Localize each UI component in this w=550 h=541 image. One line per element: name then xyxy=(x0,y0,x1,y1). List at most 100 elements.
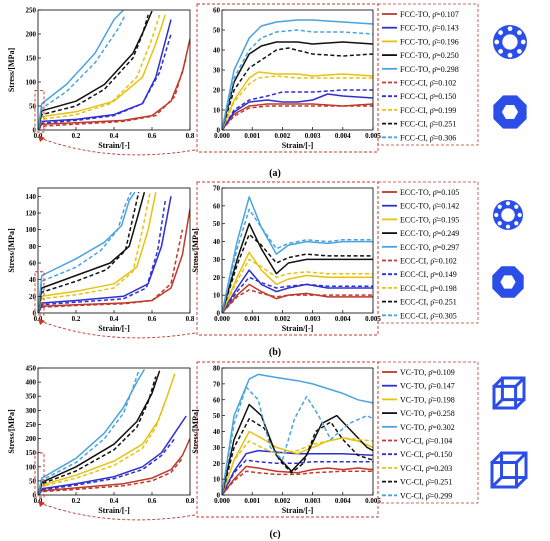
y-tick-label: 70 xyxy=(213,185,221,193)
y-tick-label: 30 xyxy=(213,67,221,75)
zoom-source-box xyxy=(34,89,45,133)
x-tick-label: 0.6 xyxy=(148,315,157,323)
x-axis-label: Strain/[-] xyxy=(98,141,130,150)
node-pore xyxy=(514,204,519,209)
series-group xyxy=(38,191,190,313)
legend-entry-3: FCC-TO, ρ̄=0.196 xyxy=(382,37,459,46)
series-line-10 xyxy=(222,386,373,495)
fcc-ci-model-icon xyxy=(493,95,527,129)
x-tick-label: 0.4 xyxy=(110,315,119,323)
y-tick-label: 30 xyxy=(213,444,221,452)
legend-label: ECC-TO, ρ̄=0.195 xyxy=(400,215,459,224)
y-tick-label: 250 xyxy=(26,421,37,429)
series-line-9 xyxy=(38,14,149,130)
legend-entry-10: VC-CI, ρ̄=0.299 xyxy=(382,491,452,500)
y-tick-label: 80 xyxy=(29,243,37,251)
legend-entry-8: VC-CI, ρ̄=0.203 xyxy=(382,464,452,473)
series-line-10 xyxy=(38,370,140,495)
x-tick-label: 0.2 xyxy=(72,315,81,323)
unit-cell-models xyxy=(490,25,528,489)
series-line-8 xyxy=(38,192,151,313)
series-line-5 xyxy=(222,196,373,313)
zoom-target-box xyxy=(196,181,379,336)
cube-edge xyxy=(514,376,526,388)
zoom-arrow xyxy=(39,320,196,339)
legend-box xyxy=(377,181,479,324)
x-axis-label: Strain/[-] xyxy=(282,506,314,515)
legend-entry-7: FCC-CI, ρ̄=0.150 xyxy=(382,92,456,101)
models-layer xyxy=(490,25,528,489)
series-line-6 xyxy=(222,470,373,495)
legend-label: FCC-TO, ρ̄=0.250 xyxy=(400,51,459,60)
cube-edge xyxy=(490,476,503,489)
series-line-5 xyxy=(38,10,125,130)
series-line-7 xyxy=(222,89,373,130)
series-line-1 xyxy=(38,38,190,130)
legend-label: VC-TO, ρ̄=0.258 xyxy=(400,409,455,418)
legend-label: FCC-TO, ρ̄=0.143 xyxy=(400,24,459,33)
series-line-6 xyxy=(222,289,373,313)
x-tick-label: 0.2 xyxy=(72,497,81,505)
chart-panel-a-zoom: 0.000 0.001 0.002 0.003 0.004 0.005 0 10 20 30 40 5… xyxy=(213,7,381,151)
x-tick-label: 0.0 xyxy=(34,497,43,505)
series-line-8 xyxy=(222,75,373,130)
series-line-1 xyxy=(38,438,190,495)
x-tick-label: 0.8 xyxy=(186,497,195,505)
zoom-arrowhead xyxy=(38,318,45,325)
legend-entry-4: VC-TO, ρ̄=0.258 xyxy=(382,409,455,418)
x-tick-label: 0.000 xyxy=(214,497,230,505)
legend-label: ECC-CI, ρ̄=0.102 xyxy=(400,257,457,266)
series-line-1 xyxy=(222,465,373,495)
legend-label: FCC-TO, ρ̄=0.107 xyxy=(400,10,459,19)
y-tick-label: 60 xyxy=(213,7,221,15)
x-tick-label: 0.002 xyxy=(275,497,291,505)
y-tick-label: 100 xyxy=(26,463,37,471)
legend-entry-4: FCC-TO, ρ̄=0.250 xyxy=(382,51,459,60)
y-tick-label: 0 xyxy=(33,310,37,318)
y-tick-label: 300 xyxy=(26,407,37,415)
y-tick-label: 10 xyxy=(213,292,221,300)
x-tick-label: 0.6 xyxy=(148,497,157,505)
node-pore xyxy=(505,224,511,229)
series-line-3 xyxy=(38,192,157,313)
y-tick-label: 350 xyxy=(26,393,37,401)
legend-entry-2: FCC-TO, ρ̄=0.143 xyxy=(382,24,459,33)
plot-frame xyxy=(221,187,374,314)
series-group xyxy=(222,19,373,130)
series-line-3 xyxy=(222,71,373,130)
cube-edge xyxy=(515,476,528,489)
cube-edge xyxy=(492,398,504,410)
series-line-2 xyxy=(38,19,172,130)
node-pore xyxy=(497,204,502,209)
x-tick-label: 0.000 xyxy=(214,132,230,140)
series-line-4 xyxy=(38,10,153,130)
legend-box xyxy=(377,3,479,146)
series-line-8 xyxy=(222,258,373,313)
series-line-7 xyxy=(222,276,373,313)
zoom-indicator-1 xyxy=(34,3,379,156)
y-tick-label: 40 xyxy=(213,238,221,246)
series-line-4 xyxy=(38,370,161,495)
legend-label: FCC-TO, ρ̄=0.196 xyxy=(400,37,459,46)
legend-entry-1: FCC-TO, ρ̄=0.107 xyxy=(382,10,459,19)
y-tick-label: 0 xyxy=(217,492,221,500)
x-tick-label: 0.4 xyxy=(110,132,119,140)
plot-frame xyxy=(221,367,374,496)
legend-2: ECC-TO, ρ̄=0.105 ECC-TO, ρ̄=0.142 ECC-TO, … xyxy=(377,181,479,324)
series-line-6 xyxy=(38,229,184,313)
legend-entry-9: FCC-CI, ρ̄=0.251 xyxy=(382,120,456,129)
chart-panel-c-full: 0.0 0.2 0.4 0.6 0.8 0 50 100 150 200 250 300 350 400 4… xyxy=(7,365,195,516)
legend-entry-3: ECC-TO, ρ̄=0.195 xyxy=(382,215,459,224)
y-tick-label: 50 xyxy=(213,27,221,35)
legend-entry-8: ECC-CI, ρ̄=0.198 xyxy=(382,284,457,293)
series-line-9 xyxy=(38,376,157,495)
node-pore xyxy=(507,52,513,58)
series-line-9 xyxy=(222,418,373,495)
series-line-7 xyxy=(222,459,373,495)
x-tick-label: 0.004 xyxy=(335,497,351,505)
legend-label: ECC-CI, ρ̄=0.198 xyxy=(400,284,457,293)
series-line-6 xyxy=(222,105,373,130)
legend-entry-5: VC-TO, ρ̄=0.302 xyxy=(382,423,455,432)
legend-entry-9: ECC-CI, ρ̄=0.251 xyxy=(382,298,457,307)
y-axis-label: Stress/[MPa] xyxy=(191,228,200,273)
